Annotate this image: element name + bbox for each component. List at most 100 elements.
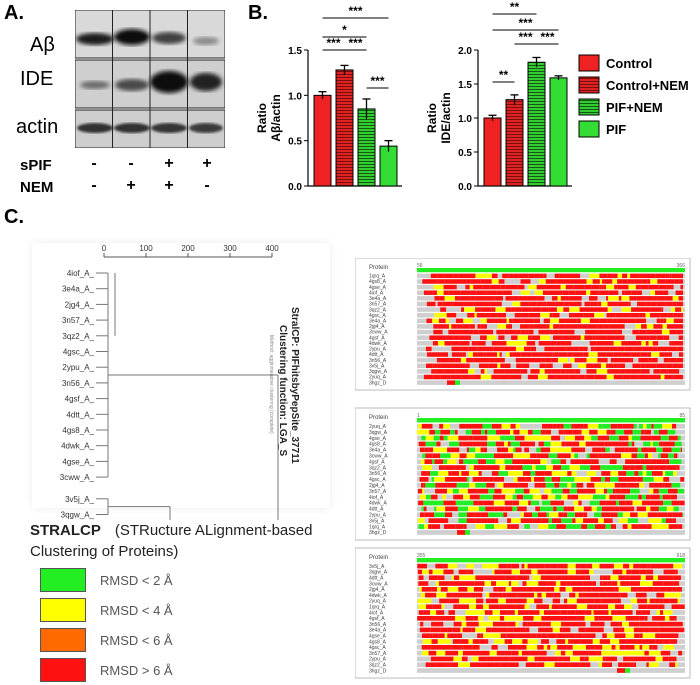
alignment-segment: [511, 364, 517, 368]
alignment-segment: [665, 352, 669, 356]
alignment-segment: [426, 442, 437, 447]
alignment-segment: [644, 616, 647, 621]
alignment-segment: [447, 459, 457, 464]
alignment-segment: [622, 313, 630, 317]
alignment-segment: [522, 581, 526, 586]
alignment-segment: [491, 465, 499, 470]
alignment-segment: [673, 610, 679, 615]
alignment-segment: [511, 581, 513, 586]
alignment-segment: [617, 459, 625, 464]
alignment-segment: [523, 622, 528, 627]
alignment-segment: [488, 477, 493, 482]
alignment-segment: [669, 459, 672, 464]
alignment-segment: [475, 575, 485, 580]
alignment-segment: [512, 639, 522, 644]
alignment-segment: [661, 651, 671, 656]
alignment-segment: [543, 622, 545, 627]
alignment-segment: [571, 424, 574, 429]
alignment-segment: [566, 279, 572, 283]
alignment-segment: [611, 453, 621, 458]
alignment-segment: [487, 518, 496, 523]
alignment-segment: [659, 604, 665, 609]
alignment-segment: [577, 302, 582, 306]
alignment-segment: [574, 453, 578, 458]
alignment-segment: [630, 465, 635, 470]
alignment-segment: [498, 593, 503, 598]
alignment-segment: [536, 302, 543, 306]
alignment-segment: [426, 347, 432, 351]
alignment-segment: [598, 587, 604, 592]
alignment-segment: [482, 285, 489, 289]
alignment-segment: [623, 610, 626, 615]
alignment-segment: [534, 587, 541, 592]
alignment-segment: [610, 512, 617, 517]
alignment-segment: [497, 483, 503, 488]
alignment-segment: [538, 375, 541, 379]
alignment-segment: [432, 459, 434, 464]
alignment-segment: [624, 604, 632, 609]
bar-pif: [380, 146, 397, 186]
alignment-segment: [650, 507, 659, 512]
alignment-segment: [447, 512, 452, 517]
alignment-segment: [501, 633, 507, 638]
alignment-segment: [597, 358, 607, 362]
alignment-segment: [432, 633, 439, 638]
alignment-segment: [447, 524, 456, 529]
alignment-segment: [511, 335, 518, 339]
alignment-segment: [681, 302, 683, 306]
alignment-segment: [498, 599, 506, 604]
alignment-segment: [454, 575, 459, 580]
alignment-segment: [666, 319, 673, 323]
alignment-segment: [490, 651, 497, 656]
alignment-segment: [581, 335, 585, 339]
rmsd-label-1: RMSD < 2 Å: [100, 573, 173, 588]
alignment-segment: [583, 581, 592, 586]
alignment-segment: [437, 324, 447, 328]
alignment-segment: [563, 489, 570, 494]
alignment-segment: [604, 313, 606, 317]
alignment-segment: [590, 564, 593, 569]
alignment-segment: [470, 651, 480, 656]
alignment-segment: [426, 364, 433, 368]
alignment-segment: [608, 307, 612, 311]
alignment-segment: [587, 489, 596, 494]
alignment-segment: [656, 657, 663, 662]
alignment-segment: [437, 358, 441, 362]
alignment-segment: [450, 477, 457, 482]
dendro-axis-label: 200: [181, 244, 195, 253]
alignment-segment: [679, 279, 683, 283]
alignment-segment: [422, 651, 429, 656]
alignment-segment: [662, 330, 669, 334]
alignment-segment: [669, 662, 675, 667]
alignment-segment: [528, 483, 535, 488]
alignment-segment: [494, 358, 505, 362]
alignment-segment: [441, 375, 451, 379]
alignment-segment: [542, 436, 551, 441]
alignment-segment: [583, 518, 593, 523]
alignment-segment: [658, 347, 668, 351]
alignment-segment: [575, 593, 578, 598]
alignment-segment: [626, 570, 631, 575]
rmsd-item-2: RMSD < 4 Å: [40, 595, 173, 625]
alignment-segment: [458, 507, 468, 512]
alignment-segment: [422, 662, 426, 667]
rmsd-label-2: RMSD < 4 Å: [100, 603, 173, 618]
alignment-segment: [470, 495, 480, 500]
alignment-segment: [577, 375, 584, 379]
alignment-segment: [653, 369, 660, 373]
alignment-segment: [528, 296, 536, 300]
alignment-segment: [560, 313, 569, 317]
alignment-segment: [592, 587, 598, 592]
dendro-leaf-label: 3v5j_A_: [65, 495, 94, 504]
alignment-segment: [575, 358, 578, 362]
alignment-segment: [496, 430, 504, 435]
alignment-segment: [563, 430, 572, 435]
alignment-segment: [443, 622, 453, 627]
alignment-segment: [553, 465, 559, 470]
alignment-segment: [451, 347, 462, 351]
legend-swatch-pif: [578, 120, 600, 138]
alignment-segment: [655, 639, 663, 644]
alignment-segment: [424, 610, 428, 615]
alignment-segment: [457, 324, 463, 328]
alignment-segment: [640, 307, 651, 311]
